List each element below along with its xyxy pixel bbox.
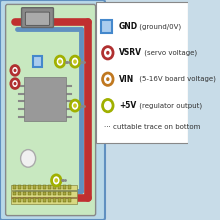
Bar [33, 192, 36, 195]
Bar [53, 185, 56, 189]
Text: VSRV: VSRV [119, 48, 142, 57]
FancyBboxPatch shape [6, 4, 96, 216]
Bar [63, 185, 66, 189]
Bar [43, 185, 46, 189]
Circle shape [11, 79, 19, 88]
Circle shape [73, 103, 77, 108]
Bar [13, 192, 16, 195]
Text: +5V: +5V [119, 101, 136, 110]
Bar [38, 185, 41, 189]
Bar [18, 198, 21, 202]
Circle shape [106, 77, 110, 81]
FancyBboxPatch shape [11, 191, 77, 197]
Bar [28, 198, 31, 202]
Bar [43, 192, 46, 195]
FancyBboxPatch shape [11, 185, 77, 190]
Bar [63, 198, 66, 202]
FancyBboxPatch shape [33, 56, 42, 67]
Circle shape [70, 100, 80, 111]
Bar [13, 185, 16, 189]
Circle shape [13, 82, 16, 85]
Circle shape [54, 178, 58, 183]
FancyBboxPatch shape [96, 2, 187, 143]
Bar [68, 198, 71, 202]
Bar [33, 185, 36, 189]
Bar [58, 185, 61, 189]
Bar [68, 185, 71, 189]
Circle shape [21, 150, 36, 167]
Bar [18, 185, 21, 189]
Text: (servo voltage): (servo voltage) [142, 50, 197, 56]
Text: GND: GND [119, 22, 138, 31]
Bar [28, 185, 31, 189]
Circle shape [55, 56, 65, 67]
FancyBboxPatch shape [22, 8, 53, 28]
Bar [68, 192, 71, 195]
Bar [48, 192, 51, 195]
Text: (regulator output): (regulator output) [136, 102, 202, 109]
Bar [18, 192, 21, 195]
Text: (5-16V board voltage): (5-16V board voltage) [136, 76, 215, 82]
Bar [63, 192, 66, 195]
Bar [23, 185, 26, 189]
FancyBboxPatch shape [25, 12, 50, 25]
Bar [53, 198, 56, 202]
Circle shape [70, 56, 80, 67]
Circle shape [103, 73, 113, 85]
Bar [53, 192, 56, 195]
Text: ··· cuttable trace on bottom: ··· cuttable trace on bottom [104, 123, 200, 130]
Circle shape [51, 175, 61, 186]
FancyBboxPatch shape [0, 0, 105, 220]
FancyBboxPatch shape [11, 198, 77, 204]
Bar [38, 198, 41, 202]
Circle shape [103, 47, 113, 59]
Bar [43, 198, 46, 202]
Bar [28, 192, 31, 195]
Circle shape [73, 59, 77, 64]
Bar [58, 192, 61, 195]
Bar [33, 198, 36, 202]
Circle shape [106, 51, 110, 55]
Bar [38, 192, 41, 195]
Circle shape [11, 66, 19, 75]
Circle shape [103, 99, 113, 112]
Circle shape [58, 59, 62, 64]
Bar [58, 198, 61, 202]
Text: VIN: VIN [119, 75, 134, 84]
Bar [13, 198, 16, 202]
Text: (ground/0V): (ground/0V) [136, 23, 181, 30]
FancyBboxPatch shape [101, 20, 112, 33]
Bar [23, 192, 26, 195]
Bar [48, 198, 51, 202]
Bar [23, 198, 26, 202]
FancyBboxPatch shape [24, 77, 66, 121]
Bar [48, 185, 51, 189]
Circle shape [13, 69, 16, 72]
